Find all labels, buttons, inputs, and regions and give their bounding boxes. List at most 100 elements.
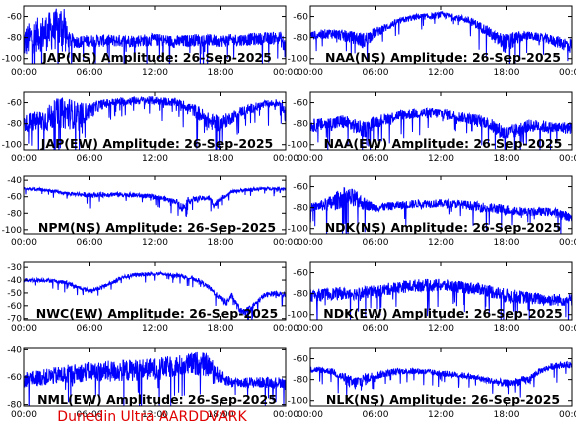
panel-title: NWC(EW) Amplitude: 26-Sep-2025	[36, 306, 278, 321]
x-tick-label: 00:00	[559, 68, 576, 78]
x-tick-label: 06:00	[77, 238, 103, 248]
y-tick-label: -70	[7, 315, 22, 325]
panel-title: NAA(EW) Amplitude: 26-Sep-2025	[324, 136, 563, 151]
x-tick-label: 00:00	[273, 410, 299, 420]
y-tick-label: -100	[2, 55, 23, 65]
x-tick-label: 18:00	[208, 154, 234, 164]
chart-panel: -60 -80 -100 00:00 06:00 12:00 18:00 00:00JAP(E…	[2, 91, 299, 164]
chart-panel: -60-80-10000:0006:0012:0018:0000:00NLK(N…	[288, 347, 576, 420]
y-tick-label: -50	[7, 289, 22, 299]
amplitude-trace	[310, 11, 572, 64]
y-tick-label: -60	[7, 302, 22, 312]
x-tick-label: 18:00	[208, 238, 234, 248]
y-tick-label: -100	[288, 225, 309, 235]
x-tick-label: 12:00	[142, 410, 168, 420]
amplitude-trace	[310, 187, 572, 234]
y-tick-label: -80	[7, 34, 22, 44]
x-tick-label: 06:00	[77, 324, 103, 334]
footer-credit: Dunedin Ultra AARDDVARK	[57, 409, 247, 425]
y-tick-label: -60	[7, 373, 22, 383]
x-tick-label: 06:00	[363, 410, 389, 420]
y-tick-label: -60	[7, 193, 22, 203]
panel-title: NAA(NS) Amplitude: 26-Sep-2025	[325, 50, 561, 65]
amplitude-trace	[24, 8, 286, 64]
y-tick-label: -80	[293, 34, 308, 44]
x-tick-label: 12:00	[428, 68, 454, 78]
x-tick-label: 18:00	[208, 410, 234, 420]
x-tick-label: 18:00	[494, 154, 520, 164]
x-tick-label: 00:00	[297, 238, 323, 248]
x-tick-label: 12:00	[428, 154, 454, 164]
x-tick-label: 00:00	[559, 324, 576, 334]
y-tick-label: -60	[7, 13, 22, 23]
y-tick-label: -80	[293, 120, 308, 130]
x-tick-label: 12:00	[428, 324, 454, 334]
chart-panel: -60-80-10000:0006:0012:0018:0000:00NDK(N…	[288, 175, 576, 248]
x-tick-label: 00:00	[297, 324, 323, 334]
x-tick-label: 06:00	[77, 68, 103, 78]
x-tick-label: 06:00	[363, 324, 389, 334]
x-tick-label: 00:00	[297, 154, 323, 164]
y-tick-label: -100	[288, 141, 309, 151]
x-tick-label: 06:00	[363, 154, 389, 164]
amplitude-trace	[310, 360, 572, 398]
x-tick-label: 06:00	[363, 68, 389, 78]
panel-title: NLK(NS) Amplitude: 26-Sep-2025	[326, 392, 560, 407]
y-tick-label: -30	[7, 263, 22, 273]
x-tick-label: 06:00	[77, 154, 103, 164]
chart-panel: -60-80-10000:0006:0012:0018:0000:00NDK(E…	[288, 261, 576, 334]
y-tick-label: -100	[288, 397, 309, 407]
y-tick-label: -60	[7, 99, 22, 109]
x-tick-label: 00:00	[11, 68, 37, 78]
panel-title: NDK(EW) Amplitude: 26-Sep-2025	[323, 306, 562, 321]
y-tick-label: -100	[288, 55, 309, 65]
x-tick-label: 06:00	[77, 410, 103, 420]
x-tick-label: 18:00	[494, 68, 520, 78]
x-tick-label: 18:00	[208, 68, 234, 78]
x-tick-label: 06:00	[363, 238, 389, 248]
x-tick-label: 00:00	[11, 410, 37, 420]
panel-title: JAP(NS) Amplitude: 26-Sep-2025	[41, 50, 272, 65]
amplitude-trace	[24, 270, 286, 320]
x-tick-label: 12:00	[142, 238, 168, 248]
y-tick-label: -80	[293, 290, 308, 300]
y-tick-label: -40	[7, 176, 22, 186]
y-tick-label: -60	[293, 355, 308, 365]
x-tick-label: 00:00	[273, 68, 299, 78]
x-tick-label: 00:00	[559, 410, 576, 420]
x-tick-label: 00:00	[273, 238, 299, 248]
x-tick-label: 00:00	[297, 68, 323, 78]
x-tick-label: 12:00	[428, 410, 454, 420]
x-tick-label: 18:00	[208, 324, 234, 334]
x-tick-label: 00:00	[11, 154, 37, 164]
y-tick-label: -80	[7, 120, 22, 130]
y-tick-label: -40	[7, 345, 22, 355]
amplitude-trace	[24, 185, 286, 217]
x-tick-label: 18:00	[494, 410, 520, 420]
y-tick-label: -80	[293, 376, 308, 386]
x-tick-label: 00:00	[559, 154, 576, 164]
x-tick-label: 00:00	[297, 410, 323, 420]
y-tick-label: -80	[293, 204, 308, 214]
x-tick-label: 18:00	[494, 324, 520, 334]
x-tick-label: 00:00	[273, 154, 299, 164]
x-tick-label: 00:00	[11, 238, 37, 248]
panel-title: NPM(NS) Amplitude: 26-Sep-2025	[38, 220, 276, 235]
y-tick-label: -60	[293, 13, 308, 23]
panel-title: NML(EW) Amplitude: 26-Sep-2025	[37, 392, 277, 407]
y-tick-label: -80	[7, 209, 22, 219]
amplitude-trace	[310, 278, 572, 320]
y-tick-label: -100	[2, 141, 23, 151]
amplitude-trace	[310, 107, 572, 150]
x-tick-label: 12:00	[142, 154, 168, 164]
panel-title: JAP(EW) Amplitude: 26-Sep-2025	[40, 136, 273, 151]
x-tick-label: 12:00	[428, 238, 454, 248]
x-tick-label: 12:00	[142, 68, 168, 78]
